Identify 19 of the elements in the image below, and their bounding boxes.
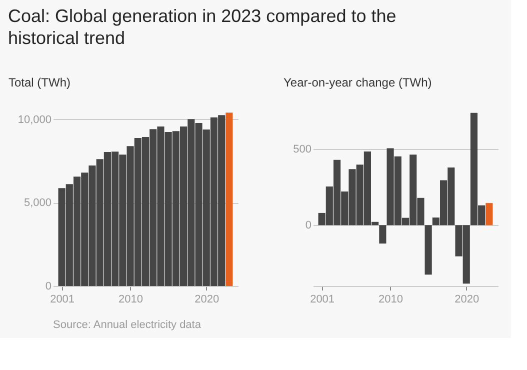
chart-title: Coal: Global generation in 2023 compared to the historical trend [8, 6, 396, 48]
y-tick-label: 5,000 [24, 197, 52, 210]
y-tick-label: 0 [45, 280, 52, 292]
source-note: Source: Annual electricity data [53, 319, 202, 331]
x-tick-label: 2020 [454, 294, 480, 306]
x-tick-label: 2010 [118, 294, 144, 306]
bar [379, 225, 386, 244]
x-tick-label: 2020 [194, 294, 220, 306]
y-axis-title: Year-on-year change (TWh) [284, 76, 432, 90]
y-tick-label: 10,000 [18, 114, 52, 126]
y-tick-label: 0 [305, 220, 312, 232]
y-axis-title: Total (TWh) [8, 76, 71, 90]
bar [486, 203, 493, 226]
y-tick-label: 500 [293, 144, 312, 156]
x-tick-label: 2001 [310, 294, 335, 306]
bar [424, 225, 432, 275]
x-tick-label: 2001 [50, 294, 75, 306]
x-tick-label: 2010 [378, 294, 404, 306]
bar [226, 112, 233, 286]
